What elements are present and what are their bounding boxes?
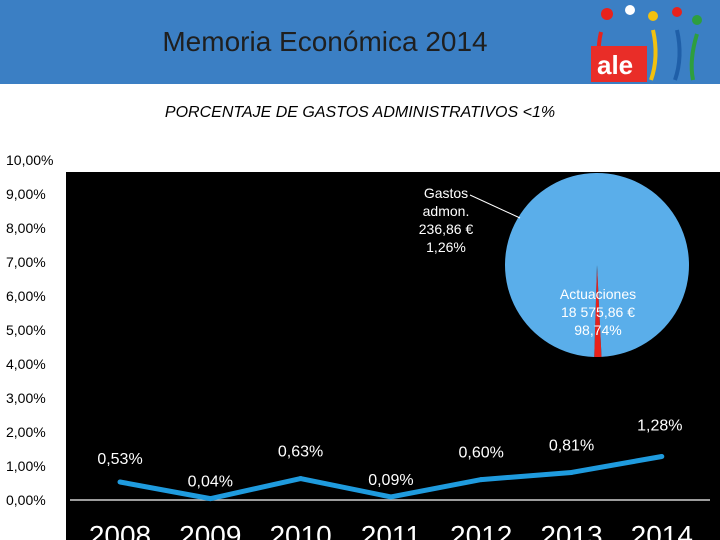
data-label: 0,63%	[278, 444, 323, 461]
data-point	[388, 494, 394, 500]
y-tick-label: 0,00%	[6, 492, 46, 508]
y-tick-label: 6,00%	[6, 288, 46, 304]
x-tick-label: 2014	[631, 520, 693, 540]
y-tick-label: 5,00%	[6, 322, 46, 338]
pie-label: 1,26%	[426, 239, 466, 255]
y-tick-label: 7,00%	[6, 254, 46, 270]
y-tick-label: 9,00%	[6, 186, 46, 202]
y-tick-label: 3,00%	[6, 390, 46, 406]
y-tick-label: 8,00%	[6, 220, 46, 236]
data-point	[207, 496, 213, 502]
data-label: 0,04%	[188, 474, 233, 491]
y-tick-label: 10,00%	[6, 152, 53, 168]
pie-slice	[594, 265, 602, 357]
data-label: 0,60%	[459, 445, 504, 462]
data-point	[117, 479, 123, 485]
x-tick-label: 2011	[361, 520, 421, 540]
y-axis-label-strip	[0, 147, 720, 172]
page-title: Memoria Económica 2014	[162, 26, 488, 57]
y-axis-background	[0, 147, 66, 540]
pie-slice	[504, 173, 689, 357]
pie-label: 236,86 €	[419, 221, 474, 237]
pie-leader-line	[469, 194, 521, 219]
x-tick-label: 2010	[269, 520, 331, 540]
x-tick-label: 2009	[179, 520, 241, 540]
data-point	[659, 453, 665, 459]
data-label: 1,28%	[637, 417, 682, 434]
x-tick-label: 2013	[540, 520, 602, 540]
ale-logo: ale	[591, 5, 702, 82]
logo-text: ale	[597, 50, 633, 80]
pie-label: Actuaciones	[560, 286, 636, 302]
data-point	[298, 476, 304, 482]
pie-label: 98,74%	[574, 322, 621, 338]
y-tick-label: 2,00%	[6, 424, 46, 440]
chart-title: PORCENTAJE DE GASTOS ADMINISTRATIVOS <1%	[164, 104, 556, 121]
data-label: 0,09%	[368, 472, 413, 489]
line-chart: 0,00% 1,00% 2,00% 3,00% 4,00% 5,00% 6,00% 7,00%…	[0, 147, 720, 540]
pie-label: Gastos	[424, 185, 468, 201]
data-point	[569, 469, 574, 475]
x-tick-label: 2012	[450, 520, 512, 540]
header-bar: Memoria Económica 2014 ale	[0, 0, 720, 84]
pie-label: 18 575,86 €	[561, 304, 635, 320]
data-label: 0,81%	[549, 437, 594, 454]
y-tick-label: 1,00%	[6, 458, 46, 474]
x-tick-label: 2008	[89, 520, 151, 540]
pie-label: admon.	[423, 203, 470, 219]
data-point	[478, 477, 484, 483]
data-label: 0,53%	[97, 451, 142, 468]
y-tick-label: 4,00%	[6, 356, 46, 372]
